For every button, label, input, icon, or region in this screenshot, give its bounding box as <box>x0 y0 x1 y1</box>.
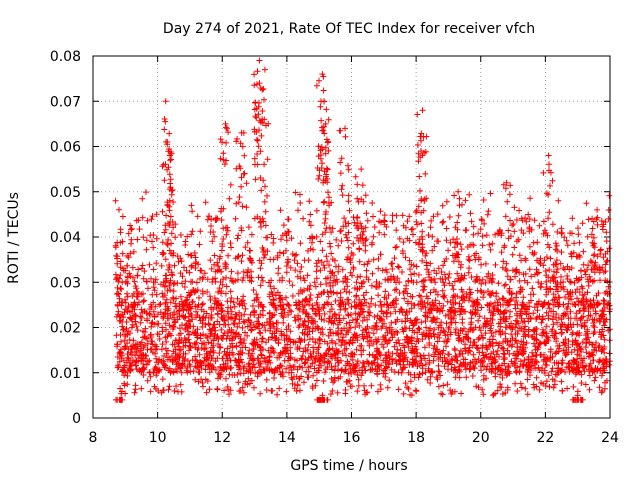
y-tick-label: 0.04 <box>50 230 81 246</box>
data-point <box>319 392 326 399</box>
y-tick-label: 0.08 <box>50 49 81 65</box>
data-point <box>419 107 426 114</box>
x-tick-label: 18 <box>407 430 425 446</box>
data-point <box>256 80 263 87</box>
data-point <box>342 125 349 132</box>
y-tick-label: 0.02 <box>50 321 81 337</box>
y-tick-label: 0.05 <box>50 185 81 201</box>
y-tick-labels: 0 0.01 0.02 0.03 0.04 0.05 0.06 0.07 0.08 <box>50 49 81 427</box>
chart-title: Day 274 of 2021, Rate Of TEC Index for r… <box>163 21 535 37</box>
x-tick-label: 22 <box>536 430 554 446</box>
tick-marks <box>92 55 611 419</box>
data-point <box>555 197 562 204</box>
x-tick-label: 24 <box>601 430 619 446</box>
y-axis-label: ROTI / TECUs <box>6 192 22 284</box>
data-point <box>222 120 229 127</box>
data-point <box>545 152 552 159</box>
data-point <box>112 197 119 204</box>
data-point <box>114 396 121 403</box>
data-point <box>322 120 329 127</box>
y-tick-label: 0.07 <box>50 94 81 110</box>
data-point <box>417 148 424 155</box>
data-point <box>164 138 171 145</box>
x-axis-label: GPS time / hours <box>290 458 407 474</box>
y-tick-label: 0.01 <box>50 366 81 382</box>
data-point <box>455 188 462 195</box>
data-point <box>358 166 365 173</box>
data-point <box>167 184 174 191</box>
x-tick-label: 12 <box>213 430 231 446</box>
data-point <box>503 179 510 186</box>
data-point <box>238 129 245 136</box>
data-point <box>319 71 326 78</box>
y-tick-label: 0.06 <box>50 140 81 156</box>
y-tick-label: 0 <box>72 411 81 427</box>
x-tick-label: 14 <box>278 430 296 446</box>
data-point <box>162 98 169 105</box>
x-tick-label: 20 <box>472 430 490 446</box>
x-tick-label: 10 <box>149 430 167 446</box>
scatter-bulk-markers <box>112 66 613 403</box>
data-point <box>321 98 328 105</box>
y-tick-label: 0.03 <box>50 275 81 291</box>
x-tick-label: 16 <box>343 430 361 446</box>
data-point <box>574 392 581 399</box>
data-point <box>256 57 263 64</box>
x-tick-label: 8 <box>89 430 98 446</box>
data-point <box>594 206 601 213</box>
data-point <box>261 116 268 123</box>
x-tick-labels: 8 10 12 14 16 18 20 22 24 <box>89 430 619 446</box>
data-points <box>112 57 613 403</box>
